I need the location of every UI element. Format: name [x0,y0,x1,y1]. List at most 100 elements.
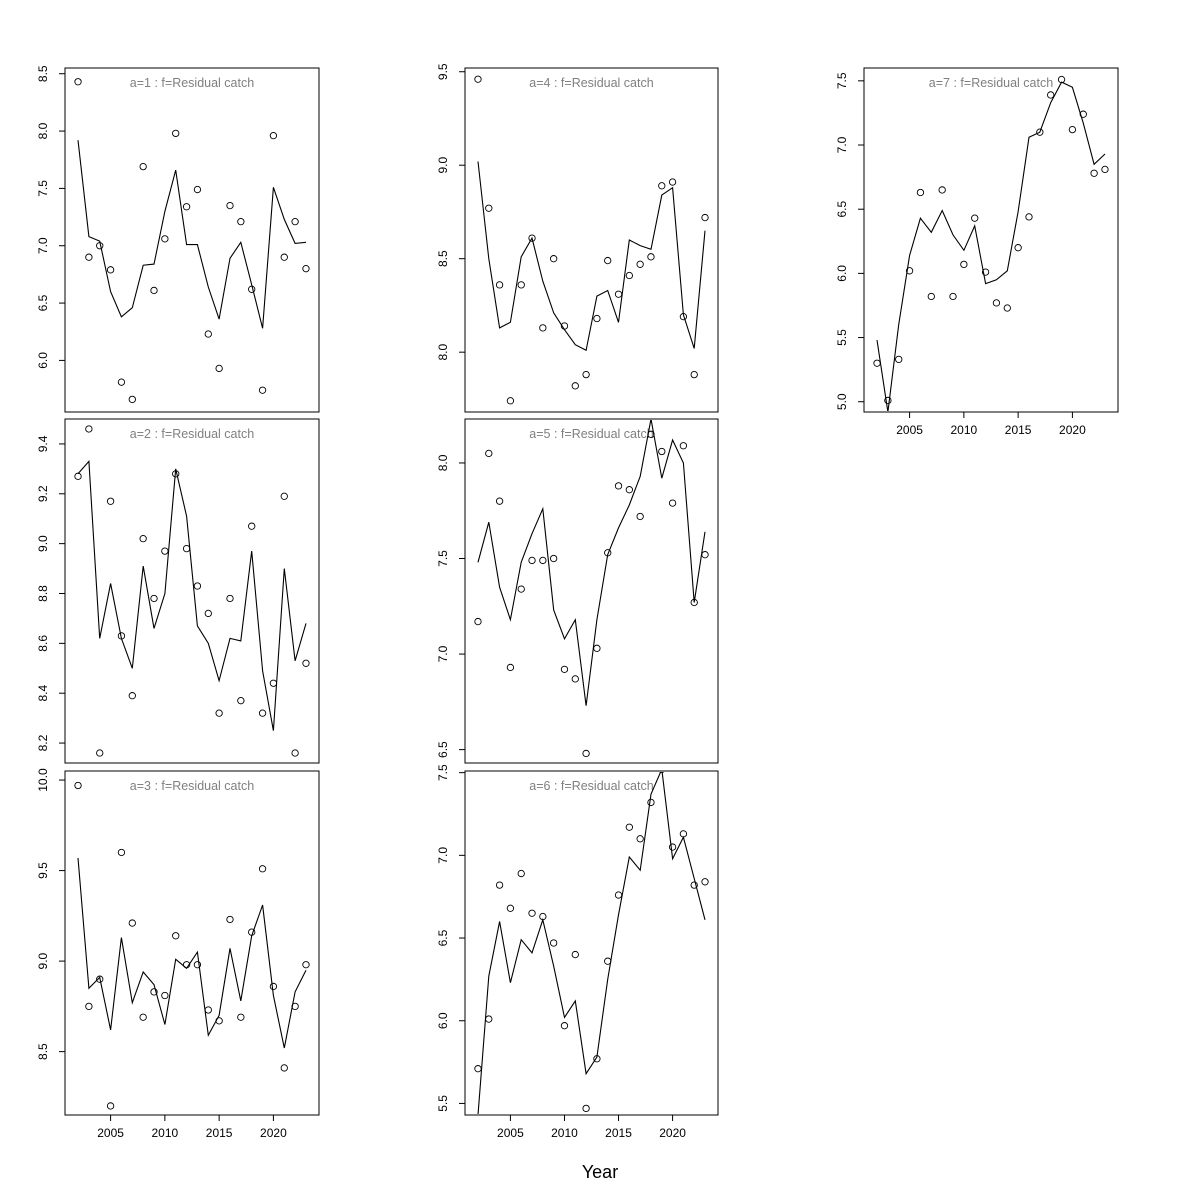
panel-3-observed-point [172,932,180,940]
panel-4-observed-point [528,234,536,242]
panel-2-plot-area [74,425,310,757]
panel-5-observed-point [528,556,536,565]
panel-3-observed-point [106,1102,115,1110]
panel-3-xtick-label: 2015 [206,1126,233,1140]
panel-7-observed-point [1090,169,1098,177]
panel-3-observed-point [226,915,234,924]
panel-2-frame [64,418,320,764]
panel-5-observed-point [517,585,525,593]
panel-7-xtick-label: 2005 [896,423,923,437]
panel-7-observed-point [938,186,946,194]
panel-5-observed-point [658,447,666,456]
panel-7-observed-point [927,292,935,301]
panel-3-observed-point [74,781,82,790]
panel-6-observed-point [614,891,623,899]
panel-7-observed-point [1047,91,1055,99]
panel-7-observed-point [884,396,892,405]
panel-2: a=2 : f=Residual catch 8.2 8.4 8.6 8.8 9.0 9.2… [36,418,320,764]
panel-6-xtick-label: 2005 [497,1126,524,1140]
panel-1-ytick-label: 8.0 [36,122,50,139]
panel-6-observed-point [485,1015,493,1023]
panel-5-fitted-line [477,420,706,706]
panel-5-plot-area [474,420,709,758]
panel-2-fitted-line [77,460,307,731]
panel-2-observed-point [128,692,136,700]
panel-5-ytick-label: 7.5 [436,550,450,567]
panel-4-observed-point [550,255,558,263]
panel-5-observed-point [625,486,633,494]
panel-3-ytick-label: 9.0 [36,952,50,969]
panel-4-observed-point [668,178,677,186]
panel-4-observed-point [495,281,504,289]
panel-5-observed-point [614,482,623,490]
panel-6-ytick-label: 6.5 [436,929,450,946]
panel-5-observed-point [636,512,644,521]
panel-3-ytick-label: 8.5 [36,1043,50,1060]
panel-3-observed-point [280,1064,288,1072]
panel-7-observed-point [960,260,968,269]
panel-6-fitted-line [477,772,706,1114]
panel-1-observed-point [215,364,223,373]
x-axis-title: Year [582,1162,618,1182]
panel-5-observed-point [495,497,504,505]
panel-1-frame [64,67,320,413]
panel-2-observed-point [139,535,147,543]
panel-7-ytick-label: 6.5 [835,201,849,218]
panel-2-ytick-label: 8.8 [36,585,50,602]
panel-4-observed-point [690,370,698,379]
panel-2-title: a=2 : f=Residual catch [130,427,254,441]
panel-6-xtick-label: 2020 [659,1126,686,1140]
panel-4: a=4 : f=Residual catch 8.0 8.5 9.0 9.5 [436,63,719,413]
panel-7-xtick-label: 2010 [951,423,978,437]
panel-6-observed-point [550,939,558,947]
panel-6-observed-point [495,881,504,889]
panel-3-observed-point [258,865,267,873]
panel-4-observed-point [506,397,515,405]
panel-2-observed-point [215,709,223,717]
panel-3-observed-point [204,1006,212,1014]
panel-6-observed-point [701,878,709,886]
panel-1-observed-point [291,218,299,226]
panel-7-observed-point [1025,213,1033,221]
panel-2-observed-point [85,425,93,433]
panel-1-observed-point [74,78,82,86]
panels-group: a=1 : f=Residual catch 6.0 6.5 7.0 7.5 8.0 8.5… [36,63,1119,1140]
panel-1-observed-point [193,185,202,194]
panel-7-title: a=7 : f=Residual catch [929,76,1053,90]
panel-4-observed-point [582,370,590,379]
panel-7-observed-point [895,355,903,364]
panel-1: a=1 : f=Residual catch 6.0 6.5 7.0 7.5 8.0 8.5 [36,65,320,413]
panel-4-observed-point [593,314,601,323]
panel-6-xtick-label: 2010 [551,1126,578,1140]
panel-6-observed-point [636,835,644,843]
panel-5-observed-point [701,551,709,559]
panel-7: a=7 : f=Residual catch 5.0 5.5 6.0 6.5 7.0 7.5… [835,67,1119,437]
panel-4-title: a=4 : f=Residual catch [529,76,653,90]
panel-2-observed-point [106,497,115,505]
panel-1-observed-point [258,386,267,394]
panel-7-observed-point [949,292,957,301]
panel-2-observed-point [74,472,82,480]
panel-5: a=5 : f=Residual catch 6.5 7.0 7.5 8.0 [436,418,719,764]
panel-4-observed-point [658,182,666,190]
panel-6-observed-point [517,869,525,878]
panel-5-ytick-label: 6.5 [436,741,450,758]
panel-7-observed-point [992,299,1001,307]
panel-4-ytick-label: 8.0 [436,344,450,361]
panel-2-observed-point [291,749,299,757]
panel-3-xtick-label: 2005 [97,1126,124,1140]
panel-3-observed-point [139,1013,147,1021]
panel-3-observed-point [302,961,310,969]
panel-7-observed-point [916,188,925,197]
panel-7-observed-point [1068,125,1077,134]
panel-3-fitted-line [77,857,307,1049]
panel-4-observed-point [625,271,633,280]
panel-2-observed-point [193,582,202,590]
panel-6-observed-point [474,1065,482,1073]
panel-1-observed-point [106,266,115,274]
panel-2-observed-point [161,547,169,555]
panel-1-ytick-label: 6.5 [36,294,50,311]
panel-6-observed-point [659,772,665,773]
panel-2-observed-point [258,709,267,717]
